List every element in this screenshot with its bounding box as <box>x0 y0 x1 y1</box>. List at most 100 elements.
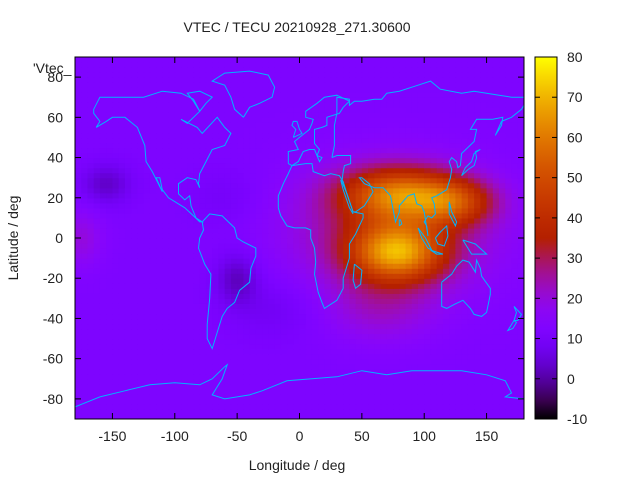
heatmap-cell <box>449 212 457 219</box>
heatmap-cell <box>324 348 332 355</box>
heatmap-cell <box>181 413 188 419</box>
heatmap-cell <box>299 368 307 375</box>
heatmap-cell <box>118 353 126 360</box>
heatmap-cell <box>174 273 182 279</box>
heatmap-cell <box>218 248 226 254</box>
heatmap-cell <box>112 227 120 234</box>
heatmap-cell <box>274 172 282 179</box>
heatmap-cell <box>131 157 138 164</box>
heatmap-cell <box>311 318 319 325</box>
heatmap-cell <box>255 97 263 103</box>
heatmap-cell <box>449 107 457 113</box>
heatmap-cell <box>436 202 444 209</box>
heatmap-cell <box>168 132 176 139</box>
heatmap-cell <box>274 222 282 229</box>
heatmap-cell <box>243 353 251 360</box>
heatmap-cell <box>193 363 201 370</box>
heatmap-cell <box>517 157 524 164</box>
heatmap-cell <box>436 263 444 269</box>
heatmap-cell <box>237 373 244 380</box>
heatmap-cell <box>124 353 132 360</box>
heatmap-cell <box>131 127 138 134</box>
heatmap-cell <box>112 283 120 289</box>
heatmap-cell <box>474 318 481 325</box>
heatmap-cell <box>93 313 101 320</box>
heatmap-cell <box>293 318 301 325</box>
heatmap-cell <box>237 72 244 78</box>
heatmap-cell <box>75 207 82 214</box>
heatmap-cell <box>168 293 176 299</box>
heatmap-cell <box>268 202 276 209</box>
heatmap-cell <box>299 303 307 309</box>
heatmap-cell <box>474 72 481 78</box>
heatmap-cell <box>380 373 388 380</box>
heatmap-cell <box>386 152 394 159</box>
heatmap-cell <box>417 137 425 144</box>
heatmap-cell <box>137 388 145 395</box>
heatmap-cell <box>287 248 294 254</box>
heatmap-cell <box>318 378 326 385</box>
heatmap-cell <box>149 87 157 93</box>
heatmap-cell <box>399 263 407 269</box>
heatmap-cell <box>230 333 238 340</box>
heatmap-cell <box>324 232 332 239</box>
heatmap-cell <box>99 348 107 355</box>
heatmap-cell <box>249 243 257 249</box>
heatmap-cell <box>486 172 494 179</box>
heatmap-cell <box>249 227 257 234</box>
heatmap-cell <box>442 142 450 149</box>
heatmap-cell <box>442 338 450 345</box>
heatmap-cell <box>480 253 488 259</box>
heatmap-cell <box>199 358 207 365</box>
heatmap-cell <box>386 82 394 88</box>
heatmap-cell <box>118 72 126 78</box>
heatmap-cell <box>393 383 400 390</box>
heatmap-cell <box>237 222 244 229</box>
heatmap-cell <box>99 77 107 83</box>
heatmap-cell <box>486 227 494 234</box>
heatmap-cell <box>299 408 307 415</box>
heatmap-cell <box>467 102 475 108</box>
heatmap-cell <box>87 217 95 224</box>
heatmap-cell <box>442 137 450 144</box>
heatmap-cell <box>287 313 294 320</box>
heatmap-cell <box>324 263 332 269</box>
heatmap-cell <box>517 222 524 229</box>
heatmap-cell <box>411 107 419 113</box>
heatmap-cell <box>99 363 107 370</box>
heatmap-cell <box>511 132 519 139</box>
heatmap-cell <box>149 413 157 419</box>
heatmap-cell <box>149 388 157 395</box>
heatmap-cell <box>405 222 413 229</box>
heatmap-cell <box>380 343 388 350</box>
heatmap-cell <box>349 107 357 113</box>
heatmap-cell <box>380 142 388 149</box>
heatmap-cell <box>205 323 213 330</box>
heatmap-cell <box>505 353 513 360</box>
heatmap-cell <box>199 212 207 219</box>
heatmap-cell <box>368 157 375 164</box>
heatmap-cell <box>480 197 488 204</box>
heatmap-cell <box>112 132 120 139</box>
heatmap-cell <box>417 122 425 128</box>
heatmap-cell <box>268 232 276 239</box>
heatmap-cell <box>480 328 488 335</box>
heatmap-cell <box>149 182 157 189</box>
heatmap-cell <box>81 82 89 88</box>
heatmap-cell <box>442 378 450 385</box>
heatmap-cell <box>355 313 363 320</box>
heatmap-cell <box>361 112 369 118</box>
heatmap-cell <box>293 182 301 189</box>
heatmap-cell <box>430 358 438 365</box>
heatmap-cell <box>262 393 269 400</box>
heatmap-cell <box>517 358 524 365</box>
heatmap-cell <box>343 308 350 315</box>
heatmap-cell <box>93 408 101 415</box>
heatmap-cell <box>324 157 332 164</box>
heatmap-cell <box>349 142 357 149</box>
heatmap-cell <box>486 222 494 229</box>
heatmap-cell <box>461 232 469 239</box>
heatmap-cell <box>343 212 350 219</box>
heatmap-cell <box>131 243 138 249</box>
heatmap-cell <box>305 348 313 355</box>
